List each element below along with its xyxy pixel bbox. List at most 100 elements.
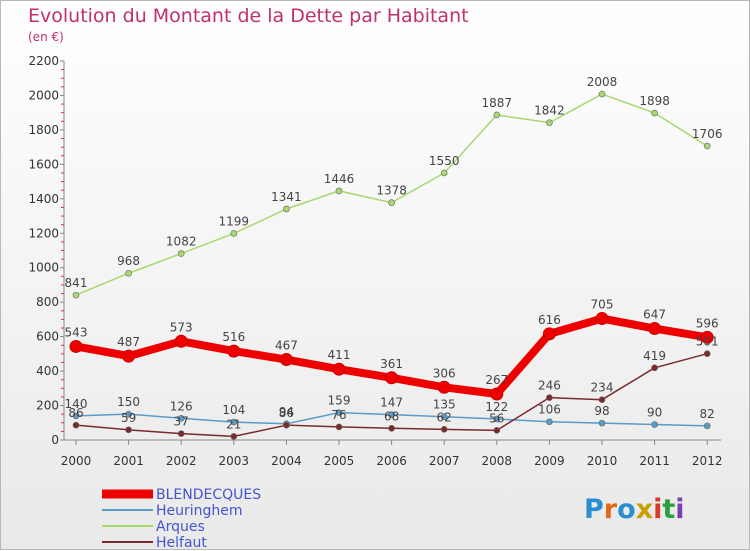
x-tick-label: 2008 (482, 454, 513, 468)
data-label: 411 (328, 348, 351, 362)
heuringhem-point (598, 419, 606, 427)
arques-point (651, 109, 658, 117)
data-label: 159 (328, 394, 351, 408)
arques-point (335, 187, 343, 195)
helfaut-point (388, 424, 395, 432)
blendecques-point (385, 371, 399, 385)
helfaut-point (283, 421, 290, 429)
data-label: 705 (591, 298, 614, 312)
data-label: 306 (433, 366, 456, 380)
x-tick-label: 2005 (324, 454, 355, 468)
data-label: 104 (222, 403, 245, 417)
x-tick-label: 2006 (376, 454, 407, 468)
arques-point (703, 142, 711, 150)
x-tick-label: 2001 (113, 454, 144, 468)
heuringhem-point (177, 414, 185, 422)
x-tick-label: 2004 (271, 454, 302, 468)
x-tick-label: 2000 (61, 454, 92, 468)
proxiti-logo: Proxiti (584, 494, 685, 525)
heuringhem-point (651, 421, 658, 428)
data-label: 150 (117, 395, 140, 409)
blendecques-point (437, 380, 451, 394)
heuringhem-point (703, 422, 711, 430)
data-label: 98 (594, 404, 609, 418)
data-label: 1706 (692, 127, 723, 141)
data-label: 1550 (429, 154, 460, 168)
heuringhem-point (546, 418, 553, 426)
y-tick-label: 1400 (28, 192, 59, 206)
helfaut-point (703, 350, 711, 357)
helfaut-point (72, 421, 80, 429)
x-tick-label: 2011 (639, 454, 670, 468)
data-label: 501 (696, 335, 719, 349)
heuringhem-point (440, 413, 448, 421)
x-tick-label: 2010 (587, 454, 618, 468)
heuringhem-point (230, 418, 238, 426)
y-tick-label: 1600 (28, 157, 59, 171)
data-label: 94 (279, 405, 294, 419)
data-label: 86 (279, 406, 294, 420)
y-tick-label: 600 (36, 330, 59, 344)
x-tick-label: 2003 (219, 454, 250, 468)
arques-point (493, 111, 501, 119)
data-label: 122 (485, 400, 508, 414)
data-label: 126 (170, 399, 193, 413)
helfaut-point (440, 426, 448, 433)
heuringhem-point (72, 412, 80, 420)
data-label: 487 (117, 335, 140, 349)
data-label: 1341 (271, 190, 302, 204)
data-label: 267 (485, 373, 508, 387)
blendecques-point (227, 344, 241, 358)
blendecques-point (542, 327, 556, 341)
data-label: 596 (696, 316, 719, 330)
heuringhem-point (493, 415, 501, 423)
data-label: 56 (489, 411, 504, 425)
y-tick-label: 400 (36, 364, 59, 378)
blendecques-point (648, 322, 662, 336)
data-label: 543 (65, 325, 88, 339)
arques-point (177, 250, 185, 257)
data-label: 1446 (324, 172, 355, 186)
helfaut-point (493, 427, 501, 434)
data-label: 62 (437, 410, 452, 424)
legend-label-arques: Arques (156, 519, 205, 535)
legend-label-heuringhem: Heuringhem (156, 503, 243, 519)
helfaut-point (125, 426, 132, 434)
blendecques-point (490, 387, 504, 401)
data-label: 37 (174, 415, 189, 429)
blendecques-point (69, 339, 83, 353)
data-label: 246 (538, 379, 561, 393)
arques-point (598, 90, 606, 98)
data-label: 573 (170, 320, 193, 334)
data-label: 968 (117, 254, 140, 268)
blendecques-point (279, 353, 293, 367)
blendecques-point (595, 312, 609, 326)
y-tick-label: 200 (36, 399, 59, 413)
arques-point (440, 169, 448, 177)
data-label: 135 (433, 398, 456, 412)
blendecques-point (332, 362, 346, 376)
data-label: 21 (226, 417, 241, 431)
data-label: 516 (222, 330, 245, 344)
blendecques-point (174, 334, 188, 348)
arques-point (388, 199, 395, 206)
helfaut-point (230, 433, 238, 440)
data-label: 361 (380, 357, 403, 371)
data-label: 106 (538, 403, 561, 417)
y-tick-label: 1000 (28, 261, 59, 275)
data-label: 59 (121, 411, 136, 425)
blendecques-point (122, 349, 136, 363)
blendecques-point (700, 330, 714, 344)
helfaut-point (598, 396, 606, 403)
data-label: 82 (700, 407, 715, 421)
arques-point (72, 291, 80, 299)
legend-label-blendecques: BLENDECQUES (156, 487, 261, 503)
data-label: 616 (538, 313, 561, 327)
arques-point (125, 269, 132, 277)
data-label: 90 (647, 405, 662, 419)
y-tick-label: 1800 (28, 123, 59, 137)
y-tick-label: 2000 (28, 88, 59, 102)
arques-point (283, 205, 290, 213)
